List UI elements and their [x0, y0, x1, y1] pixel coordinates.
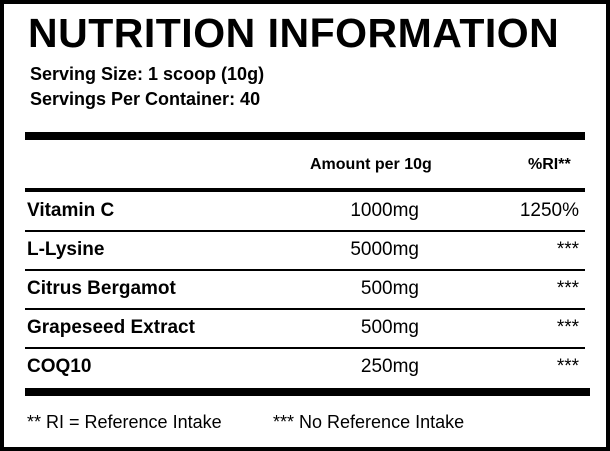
- row-divider: [25, 347, 585, 349]
- nutrient-name: Grapeseed Extract: [27, 317, 195, 338]
- nutrient-amount: 500mg: [360, 278, 419, 299]
- header-amount: Amount per 10g: [310, 156, 432, 173]
- table-row: L-Lysine 5000mg ***: [25, 231, 585, 270]
- nutrient-amount: 5000mg: [350, 239, 419, 260]
- nutrient-ri: ***: [556, 317, 579, 338]
- nutrient-ri: 1250%: [519, 200, 579, 221]
- nutrient-name: L-Lysine: [27, 239, 105, 260]
- nutrient-amount: 500mg: [360, 317, 419, 338]
- nutrient-ri: ***: [556, 239, 579, 260]
- divider-header: [25, 188, 585, 192]
- row-divider: [25, 269, 585, 271]
- nutrition-label: NUTRITION INFORMATION Serving Size: 1 sc…: [4, 4, 606, 447]
- nutrient-name: Citrus Bergamot: [27, 278, 176, 299]
- footnote-no-ri: *** No Reference Intake: [273, 412, 465, 432]
- nutrient-ri: ***: [556, 278, 579, 299]
- divider-thick-bottom: [25, 388, 590, 396]
- table-row: Citrus Bergamot 500mg ***: [25, 270, 585, 309]
- serving-size: Serving Size: 1 scoop (10g): [30, 64, 265, 84]
- divider-thick: [25, 132, 585, 140]
- nutrient-name: Vitamin C: [27, 200, 115, 221]
- nutrient-name: COQ10: [27, 356, 92, 377]
- footnote-ri: ** RI = Reference Intake: [27, 412, 222, 432]
- row-divider: [25, 308, 585, 310]
- header-ri: %RI**: [528, 156, 571, 173]
- row-divider: [25, 230, 585, 232]
- servings-per-container: Servings Per Container: 40: [30, 89, 261, 109]
- nutrient-amount: 250mg: [360, 356, 419, 377]
- nutrient-amount: 1000mg: [350, 200, 419, 221]
- nutrient-ri: ***: [556, 356, 579, 377]
- label-title: NUTRITION INFORMATION: [28, 10, 560, 56]
- table-row: COQ10 250mg ***: [25, 348, 585, 387]
- table-row: Vitamin C 1000mg 1250%: [25, 192, 585, 231]
- table-row: Grapeseed Extract 500mg ***: [25, 309, 585, 348]
